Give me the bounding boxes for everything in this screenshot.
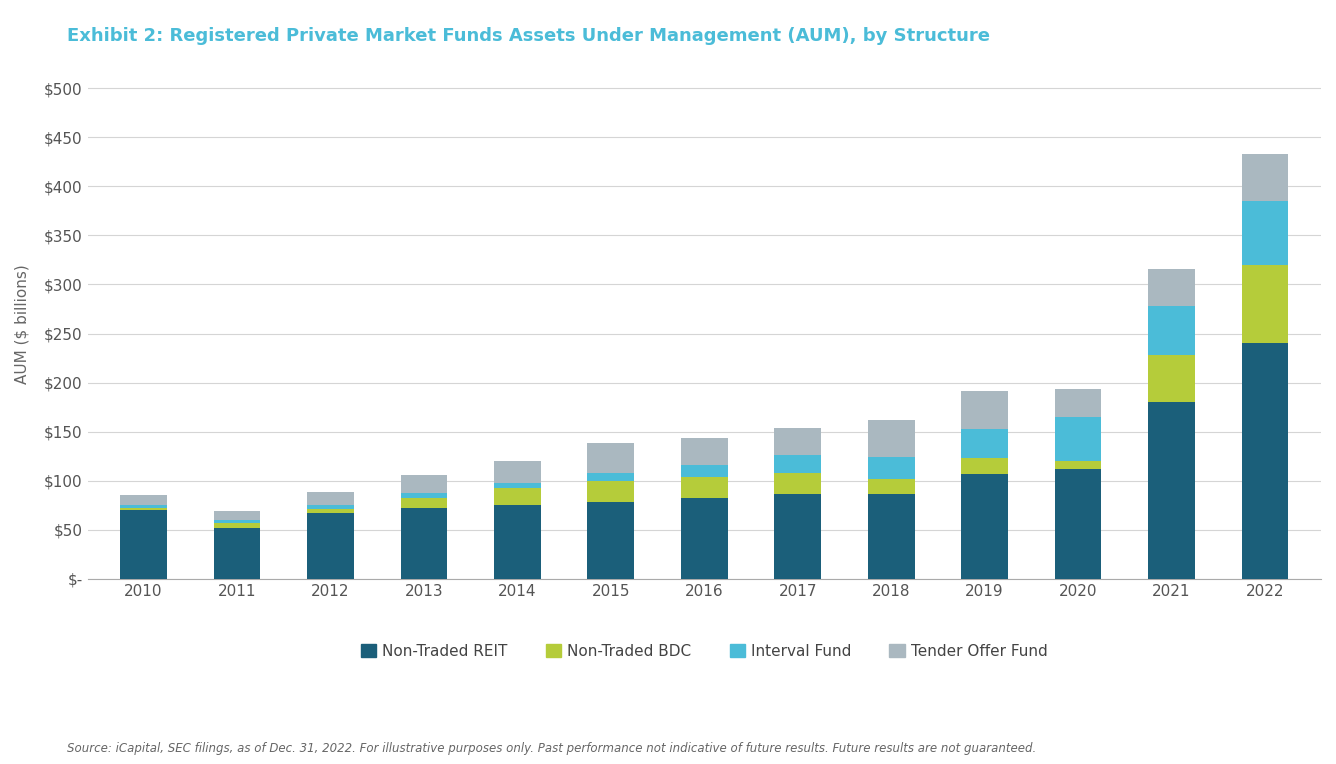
- Bar: [1148, 402, 1194, 579]
- Bar: [1054, 390, 1101, 417]
- Bar: [1241, 265, 1288, 343]
- Y-axis label: AUM ($ billions): AUM ($ billions): [15, 264, 29, 384]
- Bar: [401, 498, 448, 508]
- Bar: [775, 473, 822, 494]
- Bar: [1241, 343, 1288, 579]
- Bar: [681, 477, 728, 498]
- Bar: [961, 458, 1007, 474]
- Bar: [588, 481, 635, 503]
- Bar: [775, 428, 822, 455]
- Bar: [681, 498, 728, 579]
- Bar: [214, 528, 261, 579]
- Bar: [588, 503, 635, 579]
- Bar: [1241, 154, 1288, 201]
- Bar: [1241, 201, 1288, 265]
- Bar: [307, 505, 354, 510]
- Bar: [1054, 461, 1101, 469]
- Bar: [961, 429, 1007, 458]
- Bar: [868, 457, 915, 479]
- Bar: [868, 420, 915, 457]
- Bar: [214, 511, 261, 520]
- Bar: [1148, 355, 1194, 402]
- Bar: [494, 483, 541, 487]
- Bar: [1148, 269, 1194, 306]
- Bar: [401, 493, 448, 498]
- Bar: [494, 487, 541, 505]
- Bar: [681, 465, 728, 477]
- Bar: [120, 505, 167, 508]
- Bar: [120, 496, 167, 505]
- Bar: [961, 474, 1007, 579]
- Bar: [868, 479, 915, 494]
- Bar: [588, 443, 635, 473]
- Bar: [214, 523, 261, 528]
- Bar: [120, 510, 167, 579]
- Text: Source: iCapital, SEC filings, as of Dec. 31, 2022. For illustrative purposes on: Source: iCapital, SEC filings, as of Dec…: [67, 742, 1035, 755]
- Legend: Non-Traded REIT, Non-Traded BDC, Interval Fund, Tender Offer Fund: Non-Traded REIT, Non-Traded BDC, Interva…: [355, 638, 1054, 665]
- Bar: [868, 494, 915, 579]
- Bar: [775, 494, 822, 579]
- Bar: [1054, 469, 1101, 579]
- Bar: [1148, 306, 1194, 355]
- Bar: [307, 513, 354, 579]
- Bar: [307, 491, 354, 505]
- Bar: [681, 438, 728, 465]
- Bar: [401, 475, 448, 493]
- Bar: [588, 473, 635, 481]
- Bar: [401, 508, 448, 579]
- Bar: [494, 505, 541, 579]
- Text: Exhibit 2: Registered Private Market Funds Assets Under Management (AUM), by Str: Exhibit 2: Registered Private Market Fun…: [67, 27, 990, 45]
- Bar: [1054, 417, 1101, 461]
- Bar: [120, 508, 167, 510]
- Bar: [307, 510, 354, 513]
- Bar: [775, 455, 822, 473]
- Bar: [214, 520, 261, 523]
- Bar: [494, 461, 541, 483]
- Bar: [961, 391, 1007, 429]
